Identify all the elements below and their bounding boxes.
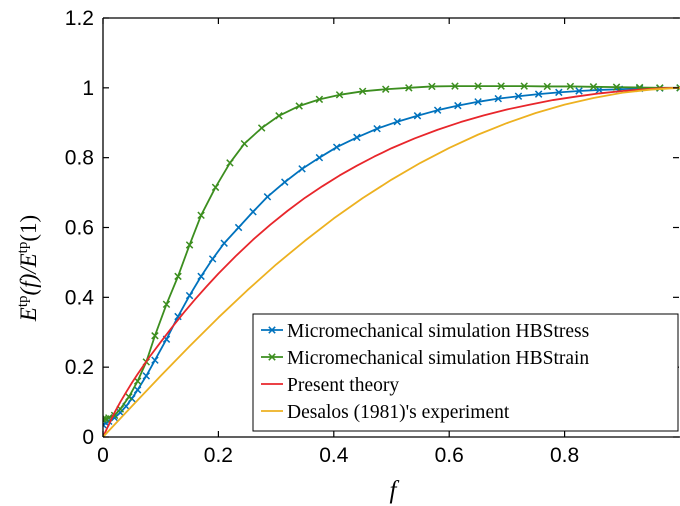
- series-1-point: [454, 101, 462, 110]
- series-2-point: [162, 300, 171, 309]
- x-tick-label: 0.4: [319, 444, 349, 467]
- series-2-point: [405, 84, 413, 92]
- series-layer: [103, 82, 680, 438]
- series-1-point: [332, 143, 341, 151]
- series-1-point: [281, 178, 289, 186]
- series-1-point: [433, 106, 442, 114]
- series-2-point: [335, 91, 344, 99]
- series-line-1: [103, 86, 680, 426]
- series-1-point: [220, 239, 228, 247]
- series-line-3: [103, 86, 680, 438]
- legend-box: [252, 313, 679, 432]
- series-1-point: [263, 193, 272, 201]
- series-1-point: [315, 153, 324, 162]
- y-tick-label: 1.2: [65, 7, 94, 30]
- series-1-point: [514, 92, 523, 100]
- series-2-point: [174, 272, 182, 281]
- series-2-point: [197, 211, 205, 220]
- series-1-point: [151, 356, 159, 364]
- legend-marker-2: [268, 353, 276, 361]
- series-1-point: [474, 98, 482, 106]
- y-axis-label-sup1: tp: [15, 295, 31, 307]
- y-tick-label: 0.2: [65, 356, 94, 379]
- series-2-point: [295, 102, 303, 110]
- series-line-2: [103, 85, 680, 421]
- tick-labels: 0 0.2 0.4 0.6 0.8 0 0.2 0.4 0.6 0.8 1 1.2: [65, 7, 579, 467]
- series-2-point: [381, 85, 390, 93]
- series-2-point: [474, 82, 482, 90]
- axes: [102, 17, 680, 438]
- series-1-point: [185, 291, 194, 300]
- series-2-point: [676, 84, 680, 92]
- series-2-point: [151, 332, 159, 340]
- series-1-point: [249, 208, 257, 216]
- series-line-4: [103, 86, 680, 438]
- series-1-point: [208, 255, 217, 263]
- y-tick-label: 0.8: [65, 147, 94, 170]
- series-2-point: [520, 82, 528, 90]
- series-2-point: [240, 139, 249, 148]
- legend-marker-1: [268, 326, 276, 334]
- x-tick-label: 0.2: [204, 444, 233, 467]
- series-2-point: [497, 82, 505, 90]
- y-axis-label-sup2: tp: [15, 242, 31, 254]
- series-1-point: [373, 124, 381, 133]
- series-2-point: [226, 159, 234, 167]
- legend: Micromechanical simulation HBStress Micro…: [252, 313, 679, 432]
- series-1-point: [142, 372, 151, 380]
- legend-label-1: Micromechanical simulation HBStress: [287, 321, 589, 342]
- series-1-point: [555, 88, 563, 97]
- series-2-point: [125, 393, 133, 401]
- x-tick-label: 0.8: [550, 444, 579, 467]
- series-2-point: [451, 82, 459, 90]
- series-1-point: [575, 87, 583, 95]
- series-2-point: [275, 112, 283, 120]
- x-tick-label: 0.6: [435, 444, 464, 467]
- y-tick-label: 0: [82, 426, 94, 449]
- series-2-point: [589, 83, 598, 91]
- series-2-point: [428, 82, 436, 91]
- series-2-point: [257, 124, 266, 132]
- series-2-point: [211, 183, 220, 192]
- series-1-point: [298, 165, 306, 173]
- legend-label-2: Micromechanical simulation HBStrain: [287, 348, 589, 369]
- x-tick-label: 0: [97, 444, 109, 467]
- series-2-point: [543, 82, 552, 91]
- y-tick-label: 1: [82, 77, 94, 100]
- legend-label-3: Present theory: [287, 375, 399, 396]
- series-1-point: [133, 386, 142, 394]
- series-1-point: [393, 117, 402, 126]
- series-2-point: [612, 83, 621, 91]
- y-axis-label-mid: (f)/E: [16, 253, 41, 295]
- y-tick-label: 0.4: [65, 286, 95, 309]
- series-1-point: [494, 94, 502, 103]
- y-axis-label-end: (1): [16, 215, 41, 242]
- series-1-point: [353, 133, 361, 142]
- series-1-point: [197, 272, 205, 281]
- series-1-point: [234, 223, 243, 232]
- legend-label-4: Desalos (1981)'s experiment: [287, 402, 510, 423]
- series-2-point: [566, 82, 575, 91]
- series-1-point: [174, 312, 182, 321]
- series-1-point: [413, 112, 422, 120]
- x-axis-label: f: [390, 477, 400, 504]
- series-2-point: [185, 241, 194, 249]
- y-axis-label: Etp(f)/Etp(1): [15, 215, 41, 322]
- series-2-point: [358, 87, 367, 96]
- series-1-point: [534, 90, 543, 98]
- series-2-point: [315, 95, 324, 104]
- y-tick-label: 0.6: [65, 217, 94, 240]
- y-axis-label-main: E: [16, 307, 41, 322]
